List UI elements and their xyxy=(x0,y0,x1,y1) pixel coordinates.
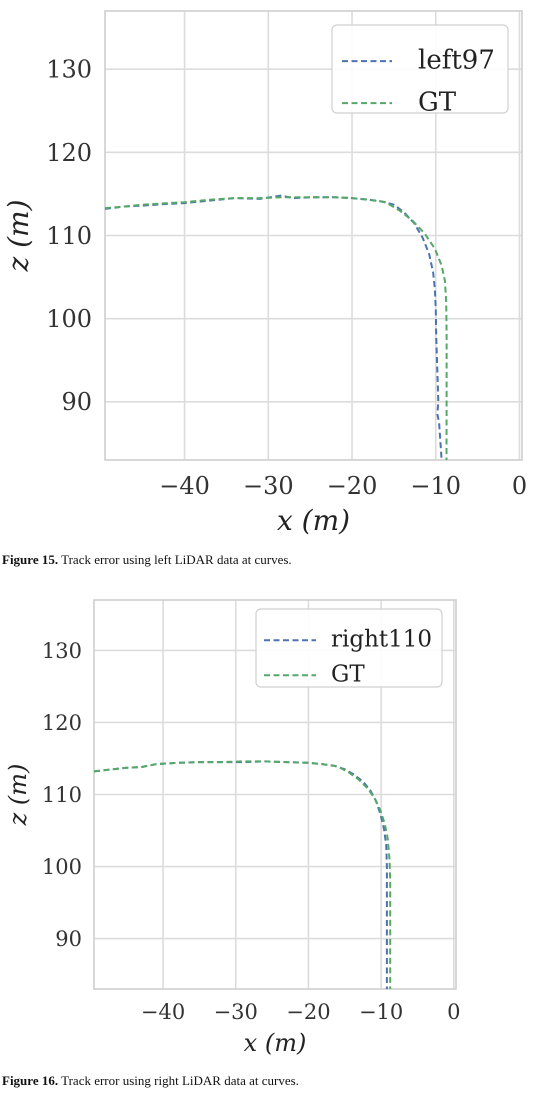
fig16-legend-label-right110: right110 xyxy=(331,627,432,653)
fig15-plot-frame xyxy=(104,10,523,461)
fig15-y-tick-label: 130 xyxy=(46,56,92,84)
fig15-y-tick-label: 100 xyxy=(46,305,92,333)
figure-15-caption-text: Track error using left LiDAR data at cur… xyxy=(58,552,292,567)
fig16-x-tick-label: −30 xyxy=(214,1000,258,1024)
fig15-legend-label-left97: left97 xyxy=(418,45,495,75)
fig15-y-axis-label: z (m) xyxy=(2,199,35,272)
fig16-x-tick-label: −40 xyxy=(141,1000,185,1024)
fig15-x-axis-label: x (m) xyxy=(277,504,350,537)
figure-15-caption-label: Figure 15. xyxy=(2,552,59,567)
fig15-y-tick-label: 110 xyxy=(46,222,92,250)
fig15-legend xyxy=(331,24,509,114)
fig16-y-tick-label: 90 xyxy=(55,927,82,951)
fig16-legend-label-gt: GT xyxy=(331,662,365,688)
fig15-x-tick-label: −40 xyxy=(159,472,210,500)
fig15-x-tick-label: −30 xyxy=(243,472,294,500)
fig16-y-axis-label: z (m) xyxy=(4,764,32,827)
fig15-x-tick-label: 0 xyxy=(512,472,527,500)
fig16-x-tick-label: −10 xyxy=(359,1000,403,1024)
chart-figure-16: −40 −30 −20 −10 0 90 100 110 120 130 x (m) z (m) rig… xyxy=(4,599,461,1057)
figure-16-caption-text: Track error using right LiDAR data at cu… xyxy=(58,1073,299,1088)
fig15-x-tick-label: −20 xyxy=(327,472,378,500)
fig16-plot-frame xyxy=(93,599,457,990)
chart-figure-15: −40 −30 −20 −10 0 90 100 110 120 130 x (m) z (m) lef… xyxy=(2,10,527,537)
fig16-x-axis-label: x (m) xyxy=(244,1029,307,1057)
fig15-y-tick-label: 90 xyxy=(61,388,92,416)
fig15-legend-label-gt: GT xyxy=(418,87,457,117)
fig16-x-tick-label: 0 xyxy=(447,1000,460,1024)
fig16-y-tick-label: 120 xyxy=(42,711,82,735)
fig16-y-tick-label: 100 xyxy=(42,855,82,879)
figure-15-caption: Figure 15. Track error using left LiDAR … xyxy=(2,552,292,568)
fig15-x-tick-label: −10 xyxy=(410,472,461,500)
fig16-series-gt-line xyxy=(93,760,392,989)
fig16-legend xyxy=(255,608,443,688)
fig15-series-gt-line xyxy=(104,196,448,461)
fig16-y-tick-label: 110 xyxy=(42,783,82,807)
figure-16-caption-label: Figure 16. xyxy=(2,1073,59,1088)
fig16-x-tick-label: −20 xyxy=(286,1000,330,1024)
fig15-y-tick-label: 120 xyxy=(46,139,92,167)
fig16-y-tick-label: 130 xyxy=(42,639,82,663)
figure-16-caption: Figure 16. Track error using right LiDAR… xyxy=(2,1073,299,1089)
